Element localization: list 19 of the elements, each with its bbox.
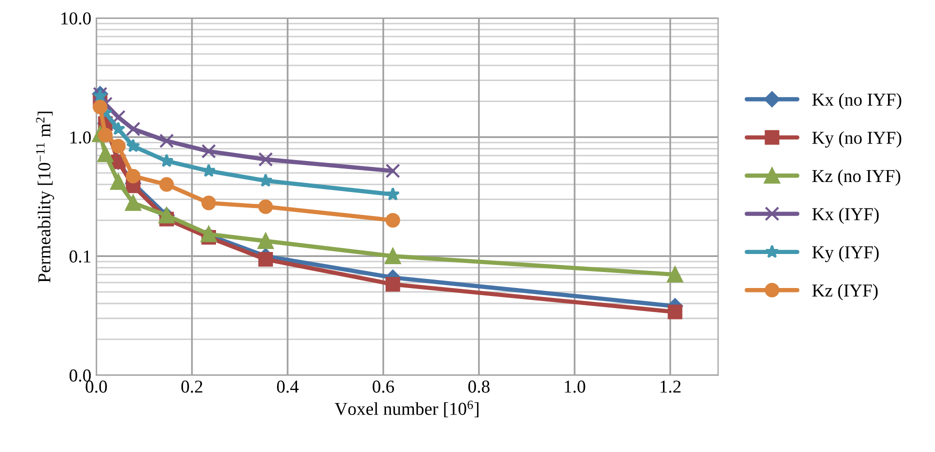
y-axis-title: Permeability [10$^{−11}$ m$^{2}$] bbox=[36, 112, 54, 282]
legend-label: Kz (IYF) bbox=[812, 284, 878, 300]
x-tick-label: 0.4 bbox=[277, 380, 299, 393]
x-axis-title: Voxel number [10$^{6}$] bbox=[334, 400, 478, 418]
y-tick-label: 0.1 bbox=[70, 250, 90, 263]
x-tick-label: 1.2 bbox=[660, 380, 681, 393]
x-tick-label: 0.6 bbox=[372, 380, 394, 393]
x-tick-label: 0.8 bbox=[468, 380, 490, 393]
legend-label: Ky (IYF) bbox=[812, 246, 879, 262]
x-tick-label: 1.0 bbox=[564, 380, 586, 393]
x-tick-label: 0.2 bbox=[181, 380, 202, 393]
legend-label: Kx (no IYF) bbox=[812, 93, 902, 110]
y-tick-label: 0.0 bbox=[70, 369, 91, 382]
y-tick-label: 10.0 bbox=[61, 12, 91, 25]
legend-label: Kx (IYF) bbox=[812, 208, 879, 224]
legend-label: Ky (no IYF) bbox=[812, 131, 902, 148]
legend-label: Kz (no IYF) bbox=[812, 169, 900, 186]
x-tick-label: 0.0 bbox=[86, 380, 107, 393]
y-tick-label: 1.0 bbox=[70, 131, 91, 144]
